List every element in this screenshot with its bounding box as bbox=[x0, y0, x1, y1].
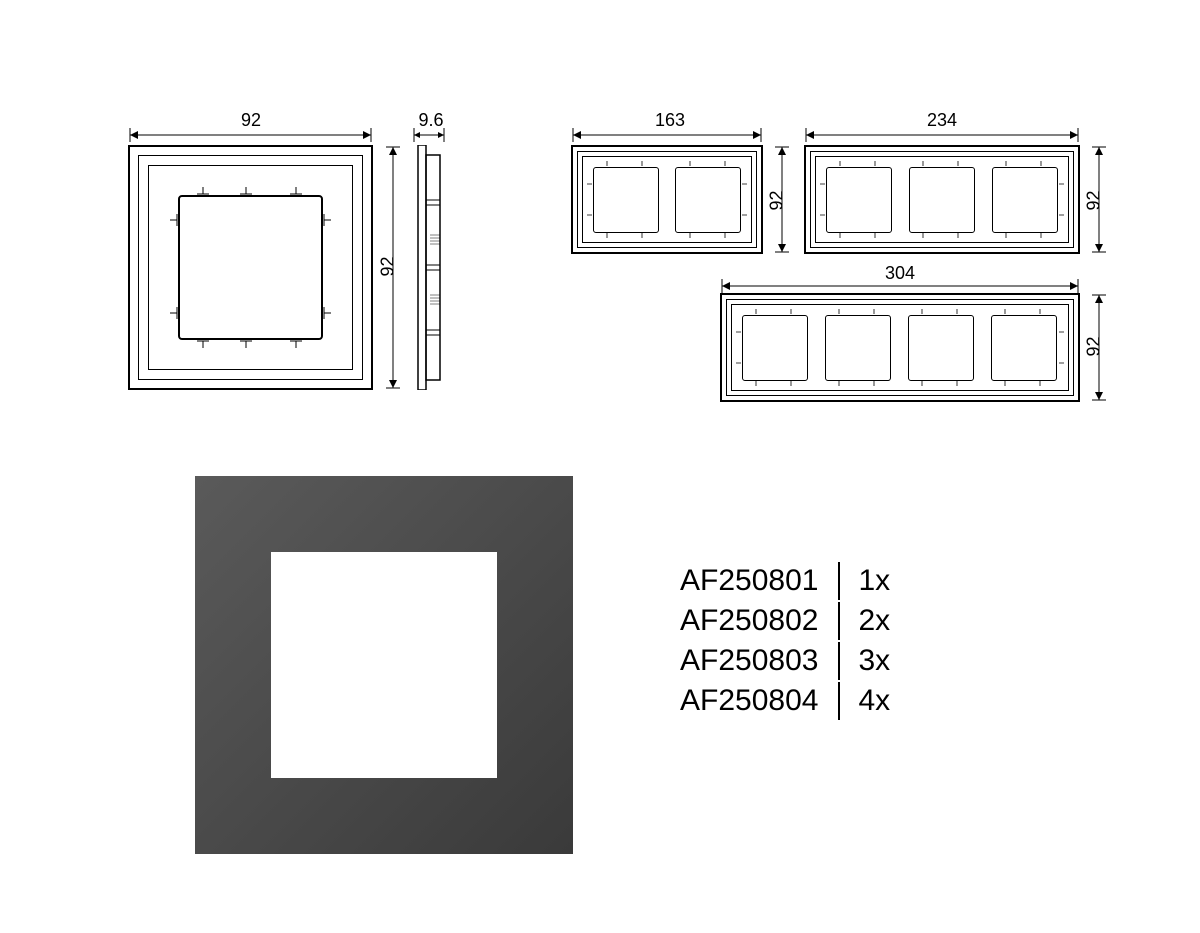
ref-row-1: AF250802 2x bbox=[662, 602, 908, 640]
dim-triple-arrow-h bbox=[804, 128, 1080, 142]
dim-arrow-depth bbox=[412, 128, 446, 142]
ref-code-3: AF250804 bbox=[662, 682, 836, 720]
dim-quad-arrow-v bbox=[1092, 293, 1106, 402]
product-cutout bbox=[271, 552, 497, 778]
ref-code-2: AF250803 bbox=[662, 642, 836, 680]
dim-double-arrow-v bbox=[775, 145, 789, 254]
triple-clips-svg bbox=[815, 156, 1069, 243]
quad-clips-svg bbox=[731, 304, 1069, 391]
dim-arrow-h bbox=[128, 128, 373, 142]
dim-arrow-v bbox=[386, 145, 400, 390]
ref-code-0: AF250801 bbox=[662, 562, 836, 600]
ref-row-2: AF250803 3x bbox=[662, 642, 908, 680]
double-clips-svg bbox=[582, 156, 752, 243]
single-clips bbox=[148, 165, 353, 370]
reference-table: AF250801 1x AF250802 2x AF250803 3x AF25… bbox=[660, 560, 910, 722]
ref-gang-0: 1x bbox=[838, 562, 908, 600]
ref-row-0: AF250801 1x bbox=[662, 562, 908, 600]
ref-gang-2: 3x bbox=[838, 642, 908, 680]
ref-gang-1: 2x bbox=[838, 602, 908, 640]
ref-code-1: AF250802 bbox=[662, 602, 836, 640]
ref-gang-3: 4x bbox=[838, 682, 908, 720]
dim-quad-arrow-h bbox=[720, 279, 1080, 293]
ref-row-3: AF250804 4x bbox=[662, 682, 908, 720]
technical-drawing-sheet: 92 92 9.6 bbox=[0, 0, 1200, 933]
product-render bbox=[195, 476, 573, 854]
side-profile-svg bbox=[416, 145, 444, 390]
dim-double-arrow-h bbox=[571, 128, 763, 142]
dim-triple-arrow-v bbox=[1092, 145, 1106, 254]
